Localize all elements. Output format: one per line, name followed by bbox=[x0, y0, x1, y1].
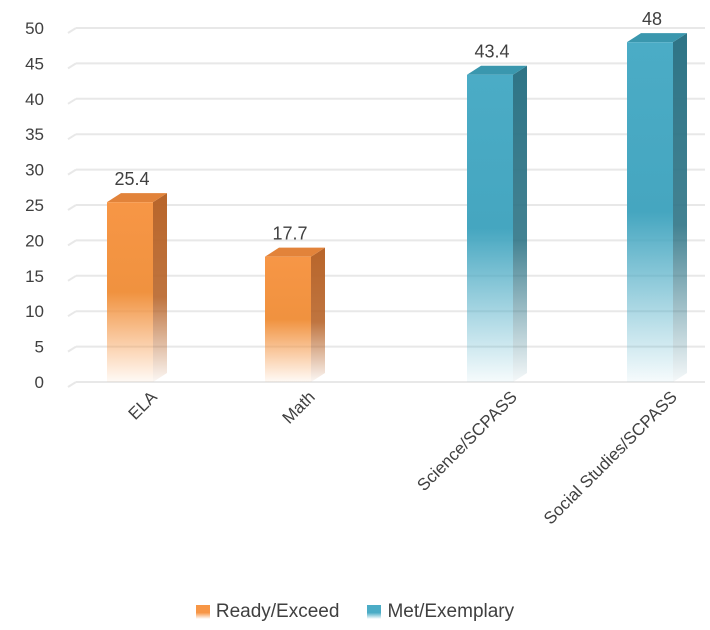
gridline-tick bbox=[67, 239, 77, 247]
legend-swatch-ready-exceed bbox=[195, 605, 210, 619]
bar-front bbox=[467, 74, 513, 382]
y-tick-label: 25 bbox=[25, 196, 44, 215]
gridline-tick bbox=[67, 204, 77, 211]
gridline-tick bbox=[67, 310, 77, 318]
gridline-tick bbox=[67, 168, 77, 176]
bar-side bbox=[311, 247, 325, 382]
gridline-tick bbox=[67, 133, 77, 141]
bar-front bbox=[265, 256, 311, 382]
bar-math: 17.7 bbox=[265, 224, 325, 382]
gridlines bbox=[67, 27, 705, 388]
bar-science-scpass: 43.4 bbox=[467, 42, 527, 382]
bar-social-studies-scpass: 48 bbox=[627, 9, 687, 382]
bar-side bbox=[673, 33, 687, 382]
y-tick-label: 0 bbox=[35, 373, 44, 392]
y-tick-label: 5 bbox=[35, 338, 44, 357]
x-tick-label: Social Studies/SCPASS bbox=[540, 387, 681, 528]
legend-label-met-exemplary: Met/Exemplary bbox=[387, 601, 515, 622]
gridline-tick bbox=[67, 274, 77, 282]
x-axis: ELA Math Science/SCPASS Social Studies/SCPA… bbox=[125, 387, 681, 528]
legend-label-ready-exceed: Ready/Exceed bbox=[215, 601, 340, 622]
y-tick-label: 30 bbox=[25, 161, 44, 180]
bar-front bbox=[107, 202, 153, 382]
gridline-tick bbox=[67, 345, 77, 353]
y-tick-label: 50 bbox=[25, 19, 44, 38]
bars: 25.4 17.7 43.4 48 bbox=[107, 9, 687, 382]
bar-front bbox=[627, 42, 673, 382]
gridline-tick bbox=[67, 381, 77, 388]
y-tick-label: 35 bbox=[25, 125, 44, 144]
legend-item-ready-exceed: Ready/Exceed bbox=[195, 601, 340, 623]
gridline-tick bbox=[67, 27, 77, 34]
bar-top bbox=[265, 247, 325, 257]
y-tick-label: 40 bbox=[25, 90, 44, 109]
y-tick-label: 45 bbox=[25, 54, 44, 73]
legend-swatch-met-exemplary bbox=[367, 605, 382, 619]
y-tick-label: 20 bbox=[25, 231, 44, 250]
y-tick-label: 15 bbox=[25, 267, 44, 286]
bar-top bbox=[107, 193, 167, 203]
bar-chart: 0 5 10 15 20 25 30 35 40 45 50 25.4 17.7 43.4 48 ELA M… bbox=[25, 9, 705, 528]
x-tick-label: Math bbox=[279, 387, 319, 427]
bar-side bbox=[513, 65, 527, 382]
gridline-tick bbox=[67, 97, 77, 105]
legend-item-met-exemplary: Met/Exemplary bbox=[367, 601, 514, 623]
bar-top bbox=[467, 65, 527, 75]
data-label: 43.4 bbox=[474, 42, 509, 62]
x-tick-label: ELA bbox=[125, 387, 162, 424]
data-label: 17.7 bbox=[272, 224, 307, 244]
data-label: 25.4 bbox=[114, 169, 149, 189]
y-tick-label: 10 bbox=[25, 302, 44, 321]
y-axis: 0 5 10 15 20 25 30 35 40 45 50 bbox=[25, 19, 44, 392]
legend: Ready/Exceed Met/Exemplary bbox=[0, 601, 710, 623]
bar-side bbox=[153, 193, 167, 382]
data-label: 48 bbox=[642, 9, 662, 29]
gridline-tick bbox=[67, 62, 77, 70]
bar-ela: 25.4 bbox=[107, 169, 167, 382]
bar-top bbox=[627, 33, 687, 43]
x-tick-label: Science/SCPASS bbox=[413, 387, 520, 494]
